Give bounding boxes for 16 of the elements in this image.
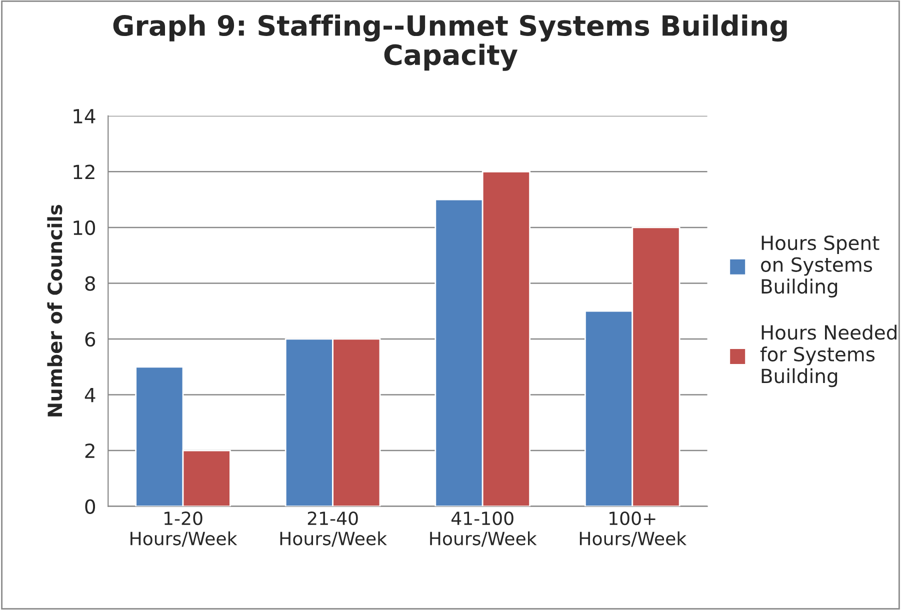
y-axis-title: Number of Councils <box>47 204 62 416</box>
x-tick-label: 21-40 Hours/Week <box>280 511 387 547</box>
legend-label: Hours Spent on Systems Building <box>761 235 880 298</box>
x-tick-label: 100+ Hours/Week <box>580 511 687 547</box>
y-tick-label: 4 <box>84 388 96 402</box>
y-tick-label: 6 <box>85 332 96 347</box>
y-tick-label: 12 <box>74 164 94 180</box>
y-tick-label: 0 <box>85 499 96 514</box>
y-tick-label: 8 <box>85 276 95 291</box>
y-tick-label: 14 <box>74 109 96 124</box>
x-tick-label: 1-20 Hours/Week <box>130 511 238 547</box>
y-tick-label: 10 <box>74 220 96 236</box>
x-tick-label: 41-100 Hours/Week <box>430 511 537 547</box>
y-tick-label: 2 <box>85 443 94 458</box>
chart-title: Graph 9: Staffing--Unmet Systems Building Capacity <box>113 14 787 71</box>
legend-label: Hours Needed for Systems Building <box>760 324 896 388</box>
